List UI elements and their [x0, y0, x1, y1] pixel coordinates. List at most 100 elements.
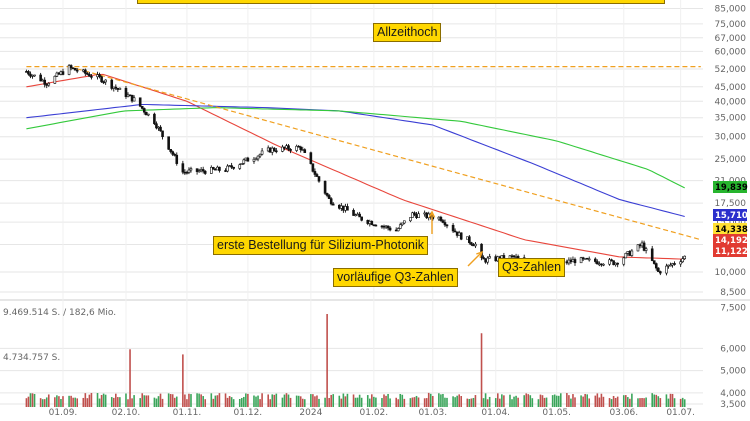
candle-body [622, 257, 626, 265]
price-badge [713, 234, 747, 246]
volume-bar [214, 395, 217, 407]
volume-bar [346, 393, 349, 407]
date-tick-label: 2024 [299, 408, 322, 418]
candle-body [374, 224, 378, 227]
volume-bar [238, 399, 241, 407]
candle-body [167, 136, 170, 150]
volume-bar [683, 399, 686, 407]
volume-bar [570, 398, 572, 407]
candle-body [266, 147, 270, 152]
candle-body [596, 261, 599, 265]
volume-bar [119, 397, 121, 407]
volume-bar [425, 398, 428, 407]
volume-bar [145, 395, 148, 407]
candle-body [289, 149, 292, 151]
candle-body [275, 150, 278, 153]
candle-body [667, 264, 670, 267]
volume-bar [173, 397, 176, 407]
volume-bar [352, 394, 355, 407]
candle-body [197, 170, 201, 173]
candle-body [39, 74, 42, 82]
volume-bar [358, 394, 361, 407]
volume-bar [29, 393, 32, 407]
candle-body [61, 71, 65, 75]
volume-bar [115, 393, 117, 407]
candle-body [413, 212, 416, 215]
candle-body [642, 242, 646, 251]
candle-body [344, 206, 347, 211]
candle-body [340, 205, 343, 209]
moving-average-line [26, 73, 685, 260]
price-tick-label: 60,000 [715, 47, 747, 57]
volume-bar [74, 397, 76, 407]
candle-body [425, 212, 428, 219]
volume-bar [671, 393, 674, 407]
candle-body [47, 83, 51, 86]
volume-bar [127, 399, 129, 407]
volume-bar [326, 314, 328, 407]
candle-body [171, 151, 175, 155]
candle-body [153, 113, 156, 125]
volume-bar [202, 396, 204, 407]
volume-bar [454, 397, 456, 407]
candle-body [189, 168, 193, 171]
candle-body [114, 86, 118, 89]
volume-bar [531, 398, 534, 407]
candle-body [301, 149, 305, 151]
price-tick-label: 35,000 [715, 114, 747, 124]
price-tick-label: 52,000 [715, 65, 747, 75]
volume-bar [204, 399, 207, 407]
volume-bar [517, 397, 519, 407]
volume-bar [102, 393, 105, 407]
candle-body [403, 220, 406, 224]
candle-body [516, 256, 520, 259]
candle-body [451, 224, 455, 232]
candle-body [640, 242, 644, 247]
volume-bar [596, 393, 599, 407]
candle-body [626, 251, 630, 254]
price-tick-label: 8,500 [720, 288, 746, 298]
candle-body [116, 87, 120, 90]
volume-bar [45, 397, 48, 407]
volume-bar [509, 394, 511, 407]
candle-body [614, 262, 617, 266]
volume-bar [68, 395, 70, 407]
price-tick-label: 85,000 [715, 4, 747, 14]
volume-bar [622, 395, 625, 407]
price-badge-label: 15,710 [715, 211, 748, 221]
volume-bar [608, 398, 611, 407]
candle-body [82, 69, 85, 72]
candle-body [352, 209, 355, 216]
volume-bar [267, 394, 269, 407]
candle-body [327, 195, 331, 199]
volume-bar [43, 399, 46, 407]
candle-body [201, 169, 205, 172]
volume-bar [503, 395, 505, 407]
volume-bar [541, 395, 544, 407]
candle-body [112, 86, 116, 89]
volume-tick-label: 6,000 [720, 344, 746, 354]
date-tick-label: 01.12. [234, 408, 263, 418]
bestellung-arrow-head [428, 210, 436, 218]
candle-body [43, 79, 46, 85]
candle-body [598, 263, 601, 266]
volume-bar [525, 393, 528, 407]
candle-body [600, 263, 603, 266]
volume-bar [171, 394, 174, 407]
candle-body [624, 253, 628, 259]
volume-bar [243, 396, 245, 407]
candle-body [659, 271, 662, 274]
candle-body [338, 204, 341, 209]
candle-body [457, 232, 461, 236]
candle-body [587, 258, 591, 261]
volume-bar [499, 398, 501, 407]
volume-bar [460, 396, 463, 407]
candle-body [138, 97, 142, 107]
candle-body [423, 212, 426, 215]
candle-body [102, 81, 105, 84]
volume-bar [131, 398, 133, 407]
candle-body [657, 267, 660, 272]
candle-body [157, 126, 160, 129]
volume-bar [452, 396, 454, 407]
